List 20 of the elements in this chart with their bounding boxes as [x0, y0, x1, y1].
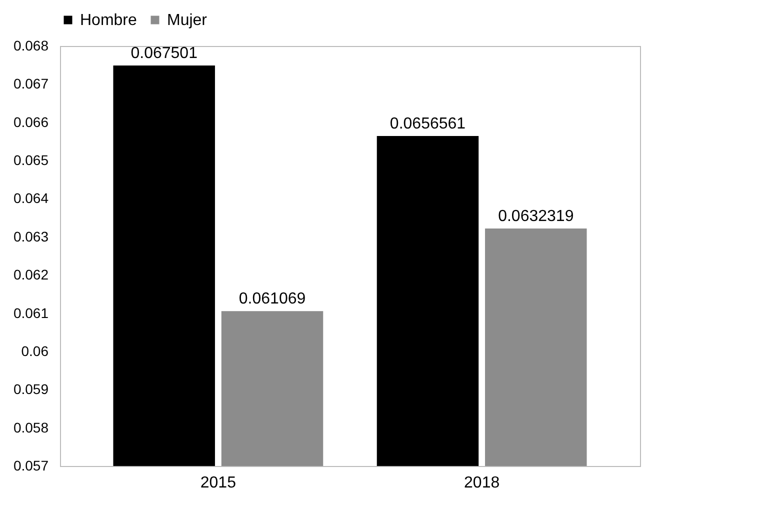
data-label: 0.067501 — [130, 45, 198, 62]
y-tick-label: 0.058 — [13, 419, 49, 436]
y-tick-label: 0.063 — [13, 228, 49, 244]
y-tick-label: 0.065 — [13, 152, 49, 168]
y-tick-label: 0.059 — [13, 381, 49, 398]
y-tick-label: 0.064 — [13, 190, 49, 206]
x-tick-label: 2018 — [464, 474, 500, 492]
legend-label: Mujer — [167, 12, 208, 29]
y-tick-label: 0.06 — [21, 342, 49, 359]
y-tick-label: 0.062 — [13, 266, 49, 283]
x-tick-label: 2015 — [200, 474, 236, 492]
legend-label: Hombre — [80, 12, 138, 29]
y-tick-label: 0.068 — [13, 38, 49, 54]
data-label: 0.061069 — [238, 290, 306, 308]
data-label: 0.0656561 — [390, 115, 466, 132]
y-tick-label: 0.066 — [13, 114, 49, 130]
data-label: 0.0632319 — [498, 208, 574, 226]
y-tick-label: 0.057 — [13, 458, 49, 474]
y-tick-label: 0.061 — [13, 304, 49, 321]
y-tick-label: 0.067 — [13, 76, 49, 92]
